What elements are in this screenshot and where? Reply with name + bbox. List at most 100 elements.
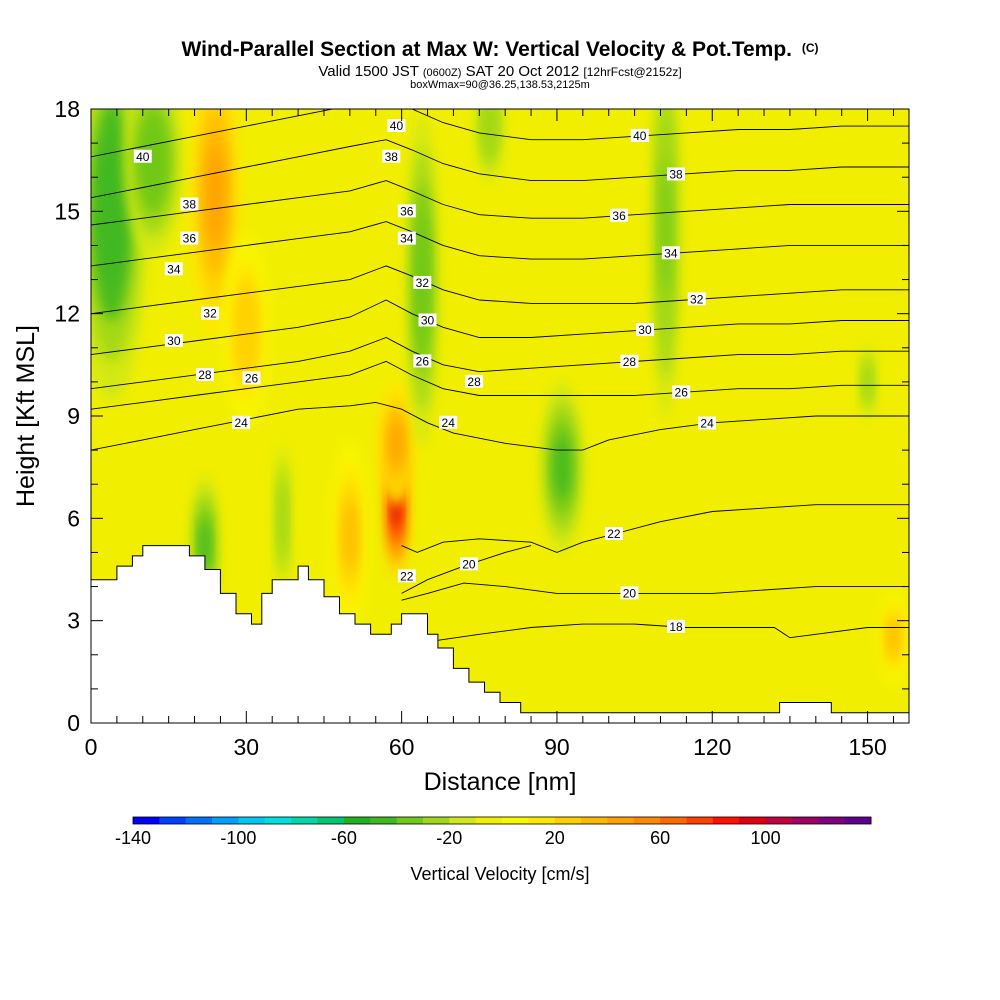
contour-label-text: 34: [400, 232, 414, 246]
colorbar-tick-label: -20: [436, 828, 462, 848]
contour-label-text: 36: [400, 204, 414, 218]
contour-label: 40: [387, 119, 406, 133]
contour-label-box: [180, 197, 199, 211]
contour-label-text: 30: [421, 313, 435, 327]
chart-title: Wind-Parallel Section at Max W: Vertical…: [181, 38, 818, 61]
chart-subtitle-zulu: (0600Z): [423, 67, 462, 79]
y-tick-label: 9: [67, 403, 80, 429]
colorbar-swatch: [581, 817, 608, 824]
contour-label: 36: [610, 208, 629, 223]
colorbar-tick-label: 20: [545, 828, 565, 848]
contour-label-text: 40: [633, 129, 647, 143]
chart-title-main: Wind-Parallel Section at Max W: Vertical…: [181, 38, 792, 61]
colorbar-swatch: [818, 817, 846, 824]
contour-label-box: [672, 385, 691, 399]
colorbar-swatch: [844, 817, 872, 824]
contour-label-text: 18: [669, 620, 683, 634]
colorbar-swatch: [739, 817, 767, 824]
contour-label-text: 26: [416, 354, 430, 368]
contour-label: 32: [413, 275, 432, 290]
colorbar-swatch: [449, 817, 477, 824]
contour-label-box: [242, 371, 261, 385]
colorbar-title: Vertical Velocity [cm/s]: [410, 864, 589, 884]
contour-label-text: 30: [638, 323, 652, 337]
contour-label: 28: [465, 374, 484, 389]
x-tick-label: 30: [234, 734, 260, 760]
contour-label: 36: [180, 231, 199, 246]
y-tick-label: 15: [54, 198, 80, 224]
colorbar-swatch: [607, 817, 635, 824]
y-axis-label: Height [Kft MSL]: [12, 325, 40, 507]
contour-label: 18: [667, 619, 686, 634]
contour-label: 24: [439, 415, 458, 430]
contour-label-box: [413, 275, 432, 289]
contour-label-text: 28: [198, 368, 212, 382]
contour-label-box: [620, 586, 639, 600]
colorbar-swatch: [396, 817, 424, 824]
contour-label: 40: [630, 128, 649, 143]
contour-label-text: 32: [416, 276, 430, 290]
y-tick-label: 3: [67, 608, 80, 634]
contour-label-box: [232, 415, 251, 429]
contour-label-text: 28: [623, 355, 637, 369]
x-axis-label: Distance [nm]: [424, 768, 577, 796]
contour-label-box: [397, 204, 416, 218]
colorbar-swatch: [475, 817, 503, 824]
contour-label-box: [387, 119, 406, 133]
contour-label: 32: [201, 306, 220, 321]
contour-label-text: 22: [400, 569, 414, 583]
colorbar-swatch: [502, 817, 529, 824]
contour-label: 34: [164, 262, 183, 276]
contour-label-box: [413, 354, 432, 368]
contour-label-box: [635, 323, 654, 337]
velocity-feature: [343, 501, 357, 570]
contour-label-text: 32: [690, 292, 704, 306]
x-tick-label: 60: [389, 734, 415, 760]
contour-label-text: 36: [612, 209, 626, 223]
theta-contour: [91, 299, 909, 356]
contour-label-box: [195, 368, 214, 382]
x-tick-label: 0: [85, 734, 98, 760]
velocity-feature: [888, 620, 899, 655]
contour-label: 32: [687, 292, 706, 306]
velocity-feature: [278, 484, 287, 553]
theta-contour: [91, 139, 909, 199]
contour-label: 26: [413, 354, 432, 368]
contour-label: 40: [133, 149, 152, 164]
contour-label: 34: [397, 231, 416, 246]
colorbar-swatch: [343, 817, 371, 824]
colorbar-tick-label: 60: [650, 828, 670, 848]
chart-subtitle: Valid 1500 JST (0600Z) SAT 20 Oct 2012 […: [318, 63, 681, 80]
theta-contour: [91, 180, 909, 226]
chart-title-mark: (C): [802, 41, 819, 55]
contour-label-text: 20: [623, 586, 637, 600]
colorbar-swatch: [264, 817, 292, 824]
contour-label-text: 24: [442, 416, 456, 430]
contour-label: 24: [232, 415, 251, 430]
contour-label-box: [667, 167, 686, 181]
colorbar-swatch: [528, 817, 556, 824]
theta-contour: [91, 360, 909, 410]
contour-label: 30: [164, 333, 183, 348]
velocity-feature: [389, 421, 403, 466]
contour-label-text: 38: [183, 198, 197, 212]
contour-label-text: 34: [664, 246, 678, 260]
theta-contour: [91, 265, 909, 315]
contour-label-text: 40: [390, 119, 404, 133]
y-tick-label: 6: [67, 505, 80, 531]
contour-label: 30: [635, 323, 654, 337]
contour-label-text: 24: [700, 417, 714, 431]
colorbar-swatch: [765, 817, 793, 824]
theta-contour: [401, 504, 909, 553]
velocity-feature: [238, 296, 255, 365]
colorbar-swatch: [791, 817, 819, 824]
colorbar-swatch: [686, 817, 714, 824]
contour-label-text: 28: [467, 375, 481, 389]
contour-label-box: [661, 246, 680, 260]
colorbar-ticks: -140 -100 -60 -20 20 60 100: [115, 828, 781, 848]
contour-label-text: 40: [136, 150, 150, 164]
colorbar-swatch: [212, 817, 239, 824]
colorbar-swatch: [660, 817, 687, 824]
chart-subtitle-date: SAT 20 Oct 2012: [466, 63, 580, 80]
